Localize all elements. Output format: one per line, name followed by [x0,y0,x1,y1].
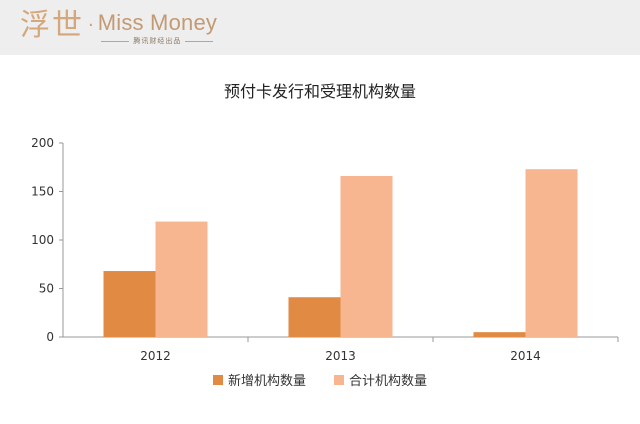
y-tick-label: 0 [46,330,54,344]
y-tick-label: 150 [31,185,54,199]
x-tick-label: 2014 [510,349,541,363]
chart-title: 预付卡发行和受理机构数量 [223,82,416,101]
x-tick-label: 2012 [140,349,171,363]
legend-swatch-total [334,374,344,385]
logo-dot: · [88,15,94,36]
y-tick-label: 50 [39,282,54,296]
brand-logo: 浮世 · Miss Money 腾讯财经出品 [20,8,217,53]
bar-total-2013 [340,175,393,337]
legend-swatch-new [212,374,223,385]
bar-new-2012 [103,271,156,337]
legend-item-new: 新增机构数量 [212,370,306,389]
x-tick-label: 2013 [325,349,356,363]
bar-total-2012 [155,221,208,337]
y-tick-label: 100 [31,233,54,247]
legend-label-new: 新增机构数量 [227,374,306,389]
chart-legend: 新增机构数量 合计机构数量 [0,370,640,389]
legend-label-total: 合计机构数量 [349,374,428,389]
logo-rule-left [101,40,130,42]
logo-rule-right [185,40,214,42]
logo-english-text: Miss Money [97,10,218,35]
logo-subtitle: 腾讯财经出品 [133,37,182,45]
bar-new-2014 [473,332,526,337]
bar-total-2014 [525,169,578,337]
y-tick-label: 200 [31,136,54,150]
header-bar: 浮世 · Miss Money 腾讯财经出品 [0,0,640,55]
logo-right-block: Miss Money 腾讯财经出品 [98,8,217,46]
bar-new-2013 [288,297,341,337]
logo-subtitle-row: 腾讯财经出品 [101,36,214,46]
legend-item-total: 合计机构数量 [334,370,427,389]
logo-chinese-text: 浮世 [20,8,84,43]
